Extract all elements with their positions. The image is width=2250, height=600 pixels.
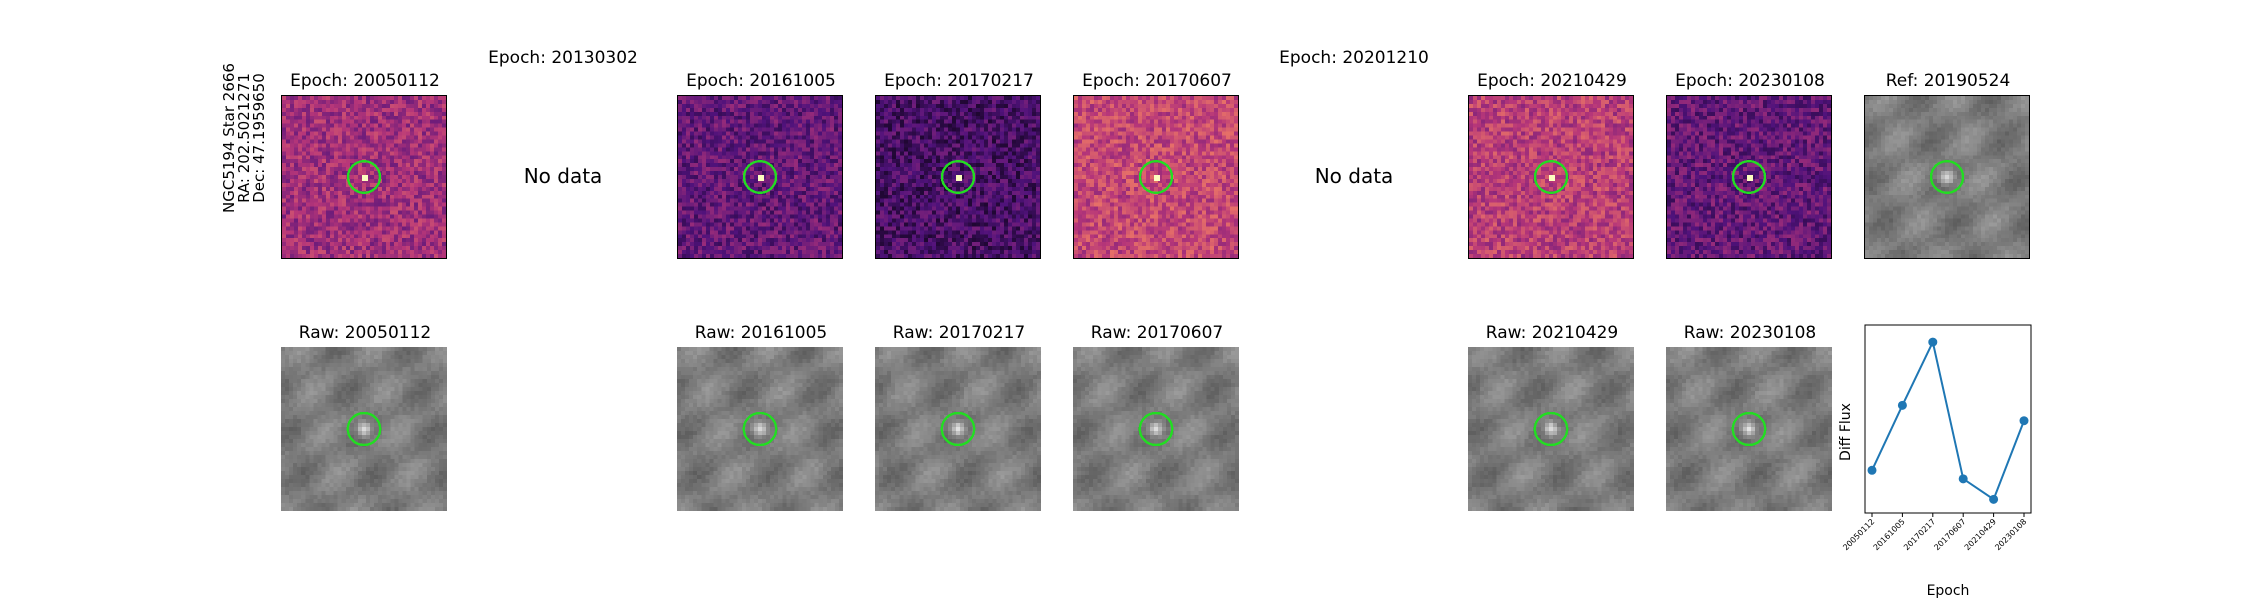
raw-image-20161005 [677, 347, 843, 511]
raw-image-20050112 [281, 347, 447, 511]
no-data-20130302: No data [524, 164, 603, 188]
diff-title-20201210: Epoch: 20201210 [1279, 48, 1429, 68]
diff-title-20170217: Epoch: 20170217 [884, 71, 1034, 91]
raw-title-20170217: Raw: 20170217 [893, 323, 1026, 343]
diff-title-20050112: Epoch: 20050112 [290, 71, 440, 91]
diff-image-20161005 [677, 95, 843, 259]
target-circle [1929, 160, 1965, 194]
y-axis-label: Diff Flux [1838, 403, 1854, 461]
target-circle [346, 160, 382, 194]
target-circle [346, 411, 382, 447]
raw-image-20170217 [875, 347, 1041, 511]
raw-title-20170607: Raw: 20170607 [1091, 323, 1224, 343]
target-circle [940, 411, 976, 447]
raw-image-20230108 [1666, 347, 1832, 511]
x-tick-label-20170607: 20170607 [1932, 517, 1967, 552]
diff-image-20230108 [1666, 95, 1832, 259]
series-line [1871, 339, 2025, 501]
target-circle [1533, 160, 1569, 194]
target-circle [940, 160, 976, 194]
x-tick-label-20230108: 20230108 [1993, 517, 2028, 552]
star-dec: Dec: 47.1959650 [250, 18, 268, 258]
target-circle [742, 160, 778, 194]
target-circle [1731, 160, 1767, 194]
x-tick-label-20170217: 20170217 [1902, 517, 1937, 552]
target-circle [1731, 411, 1767, 447]
ref-image [1864, 95, 2030, 259]
raw-image-20210429 [1468, 347, 1634, 511]
data-point-20161005 [1897, 400, 1907, 410]
target-circle [1533, 411, 1569, 447]
diff-title-20230108: Epoch: 20230108 [1675, 71, 1825, 91]
plot-frame [1864, 324, 2032, 514]
diff-title-20130302: Epoch: 20130302 [488, 48, 638, 68]
diff-image-20170217 [875, 95, 1041, 259]
diff-image-20210429 [1468, 95, 1634, 259]
target-circle [1138, 411, 1174, 447]
raw-title-20210429: Raw: 20210429 [1486, 323, 1619, 343]
raw-title-20230108: Raw: 20230108 [1684, 323, 1817, 343]
diff-title-20170607: Epoch: 20170607 [1082, 71, 1232, 91]
star-label: NGC5194 Star 2666 RA: 202.5021271 Dec: 4… [220, 18, 268, 258]
data-point-20170217 [1928, 337, 1938, 347]
raw-image-20170607 [1073, 347, 1239, 511]
data-point-20170607 [1958, 474, 1968, 484]
data-point-20050112 [1867, 465, 1877, 475]
x-axis-label: Epoch [1927, 583, 1970, 599]
diff-image-20170607 [1073, 95, 1239, 259]
diff-title-20161005: Epoch: 20161005 [686, 71, 836, 91]
x-tick-label-20161005: 20161005 [1872, 517, 1907, 552]
target-circle [742, 411, 778, 447]
light-curve-chart: Diff Flux Epoch 200501122016100520170217… [1838, 324, 2032, 599]
raw-title-20161005: Raw: 20161005 [695, 323, 828, 343]
no-data-20201210: No data [1315, 164, 1394, 188]
ref-title: Ref: 20190524 [1886, 71, 2011, 91]
raw-title-20050112: Raw: 20050112 [299, 323, 432, 343]
data-point-20210429 [1989, 494, 1999, 504]
diff-image-20050112 [281, 95, 447, 259]
diff-title-20210429: Epoch: 20210429 [1477, 71, 1627, 91]
data-point-20230108 [2019, 416, 2029, 426]
x-tick-label-20210429: 20210429 [1963, 517, 1998, 552]
x-tick-label-20050112: 20050112 [1841, 517, 1876, 552]
target-circle [1138, 160, 1174, 194]
